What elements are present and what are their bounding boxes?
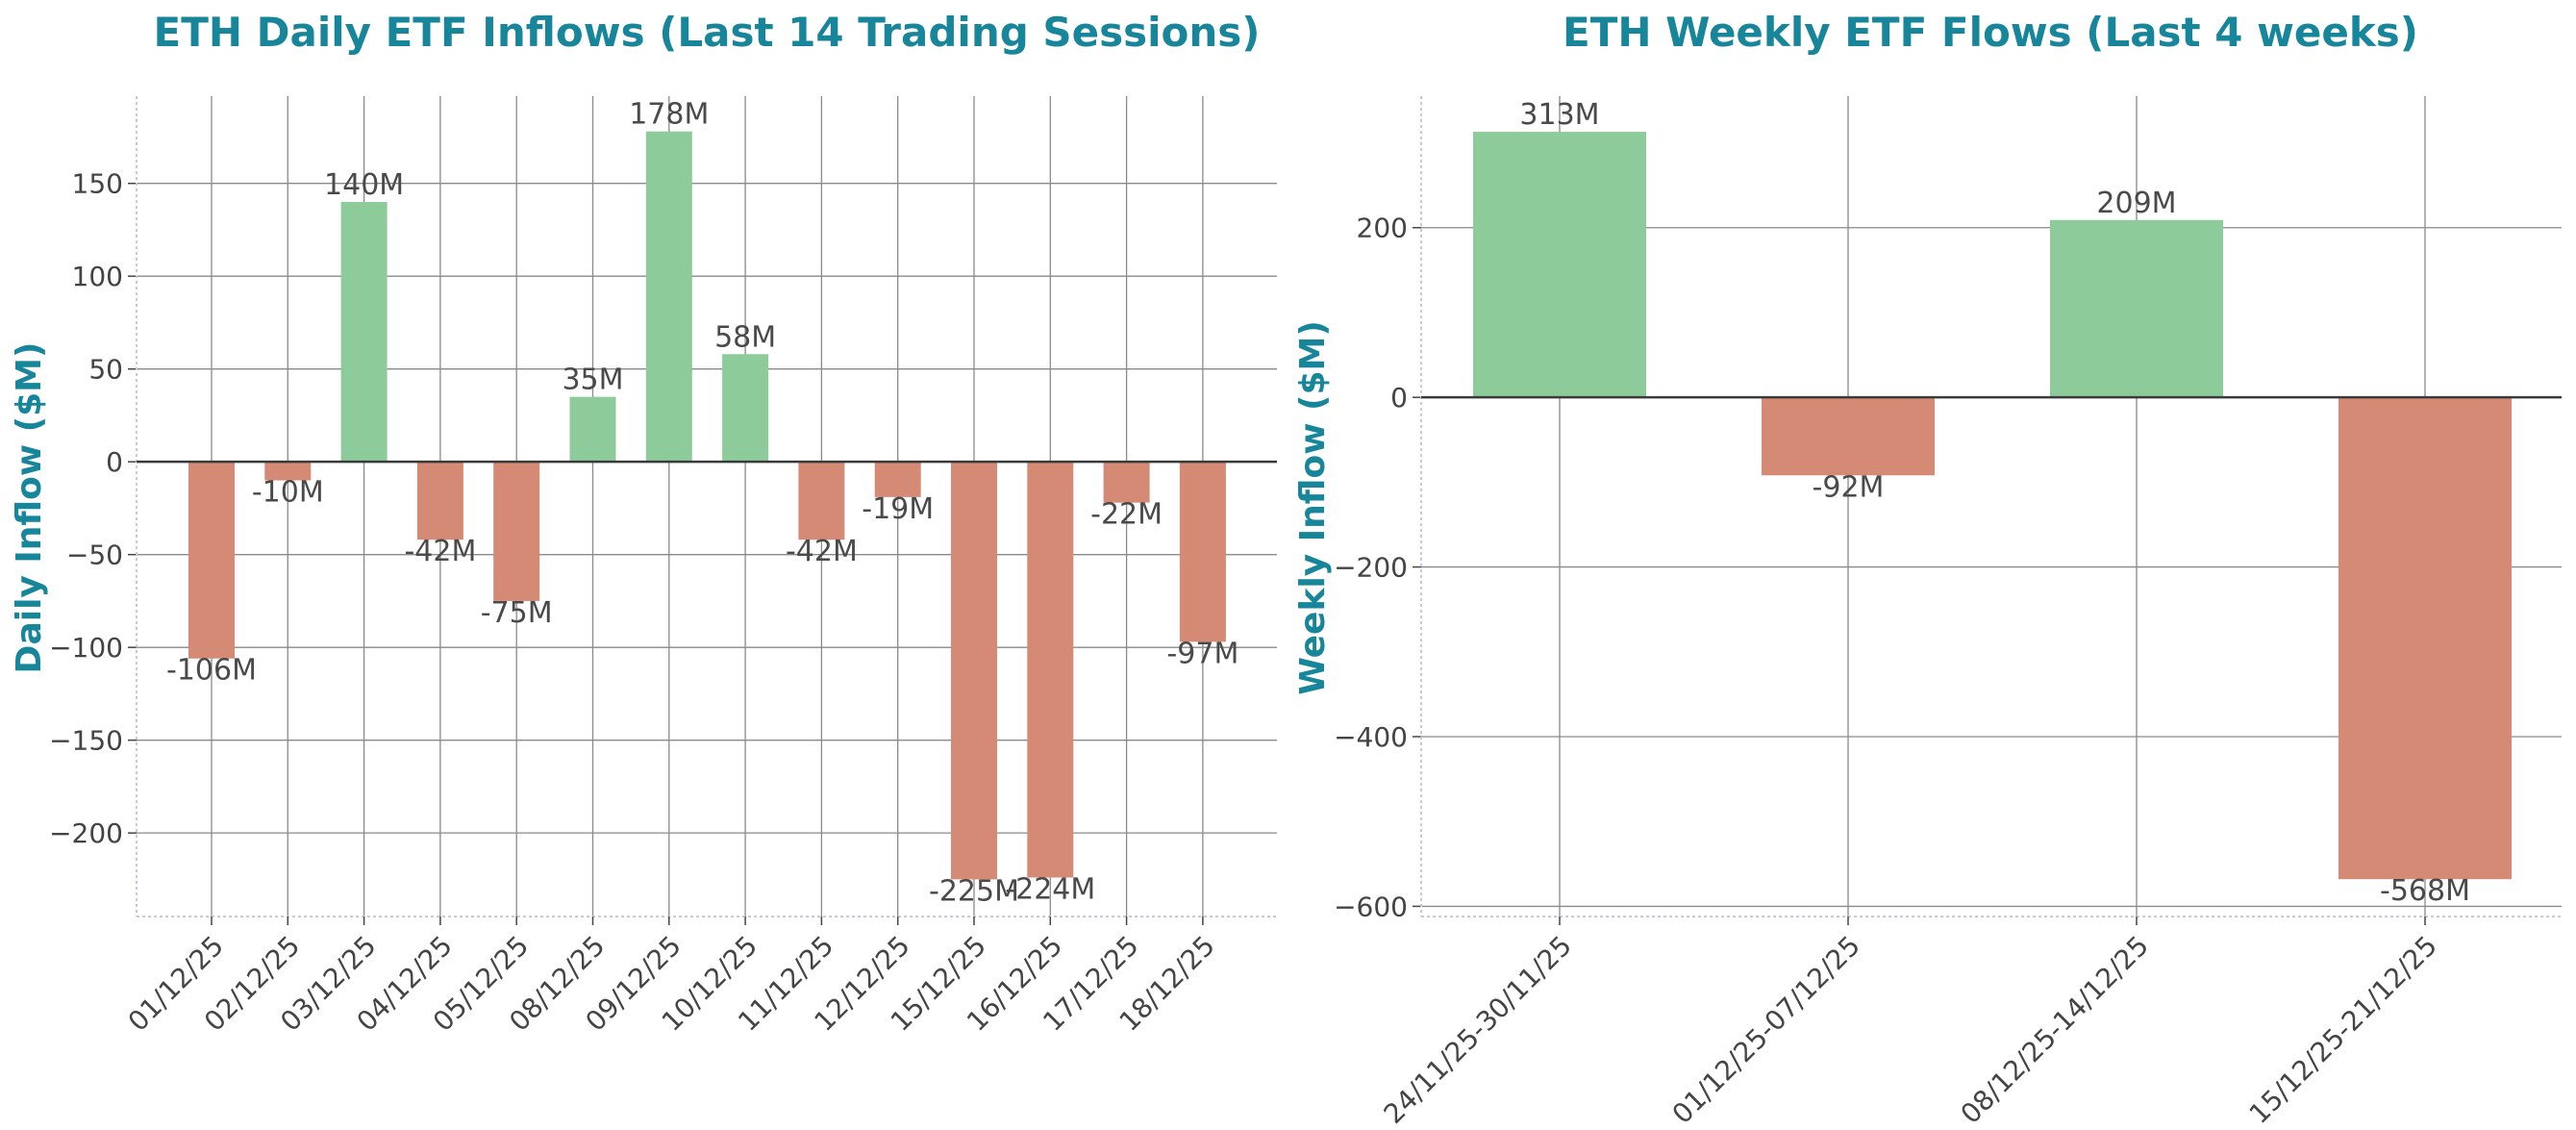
bar-10-12-25 xyxy=(722,354,769,463)
y-tick-label: 100 xyxy=(72,261,123,292)
data-label: 58M xyxy=(714,320,776,354)
bar-08-12-25-14-12-25 xyxy=(2050,219,2223,398)
data-label: -22M xyxy=(1090,498,1163,532)
weekly-plot-area: −600 −400 −200 0 200 313M -92M 209M -568M 24/11/2… xyxy=(1334,96,2562,1130)
bar-01-12-25 xyxy=(188,462,235,659)
data-label: 209M xyxy=(2096,187,2176,220)
y-tick-label: −100 xyxy=(49,632,123,664)
bar-08-12-25 xyxy=(569,396,616,463)
weekly-chart-ylabel: Weekly Inflow ($M) xyxy=(1293,320,1333,695)
y-tick-label: 200 xyxy=(1357,213,1408,244)
data-label: 178M xyxy=(629,98,709,132)
y-tick-label: −200 xyxy=(49,817,123,849)
weekly-chart-title: ETH Weekly ETF Flows (Last 4 weeks) xyxy=(1563,9,2418,56)
bar-17-12-25 xyxy=(1103,462,1150,503)
y-tick-label: −200 xyxy=(1334,552,1408,584)
x-tick-label: 08/12/25-14/12/25 xyxy=(1955,930,2155,1130)
data-label: 35M xyxy=(562,364,623,397)
bar-09-12-25 xyxy=(645,131,692,463)
y-tick-label: −150 xyxy=(49,725,123,757)
data-label: -10M xyxy=(252,475,324,509)
x-tick-label: 24/11/25-30/11/25 xyxy=(1378,930,1578,1130)
y-tick-label: −50 xyxy=(66,540,123,571)
data-label: -568M xyxy=(2380,874,2470,908)
daily-plot-area: −200 −150 −100 −50 0 50 100 150 -106M -10M 140M -42… xyxy=(49,96,1277,1038)
data-label: -106M xyxy=(166,654,257,688)
daily-chart-title: ETH Daily ETF Inflows (Last 14 Trading S… xyxy=(154,9,1261,56)
data-label: -42M xyxy=(786,535,858,568)
y-tick-label: −400 xyxy=(1334,721,1408,753)
y-tick-label: 0 xyxy=(1390,382,1408,414)
data-label: -92M xyxy=(1813,470,1885,504)
y-tick-label: 0 xyxy=(106,446,123,478)
bar-15-12-25 xyxy=(951,462,997,880)
bar-18-12-25 xyxy=(1179,462,1226,642)
bar-15-12-25-21-12-25 xyxy=(2338,397,2512,880)
data-label: 313M xyxy=(1519,98,1599,132)
bar-24-11-25-30-11-25 xyxy=(1473,132,1646,398)
bar-03-12-25 xyxy=(340,202,388,463)
daily-chart-ylabel: Daily Inflow ($M) xyxy=(10,342,49,674)
bar-11-12-25 xyxy=(798,462,845,540)
bar-01-12-25-07-12-25 xyxy=(1762,397,1935,476)
data-label: -19M xyxy=(862,492,934,526)
bar-16-12-25 xyxy=(1027,462,1074,878)
y-tick-label: −600 xyxy=(1334,891,1408,922)
bar-05-12-25 xyxy=(493,462,540,601)
data-label: -97M xyxy=(1166,637,1238,670)
data-label: -225M xyxy=(929,874,1019,908)
data-label: 140M xyxy=(324,168,404,202)
x-tick-label: 15/12/25-21/12/25 xyxy=(2243,930,2443,1130)
y-tick-label: 150 xyxy=(72,168,123,200)
y-tick-label: 50 xyxy=(88,354,123,386)
x-tick-label: 01/12/25-07/12/25 xyxy=(1666,930,1866,1130)
bar-02-12-25 xyxy=(264,462,312,481)
data-label: -42M xyxy=(404,535,476,568)
bar-12-12-25 xyxy=(874,462,921,497)
data-label: -75M xyxy=(481,596,553,630)
bar-04-12-25 xyxy=(416,462,463,540)
data-label: -224M xyxy=(1005,872,1095,906)
